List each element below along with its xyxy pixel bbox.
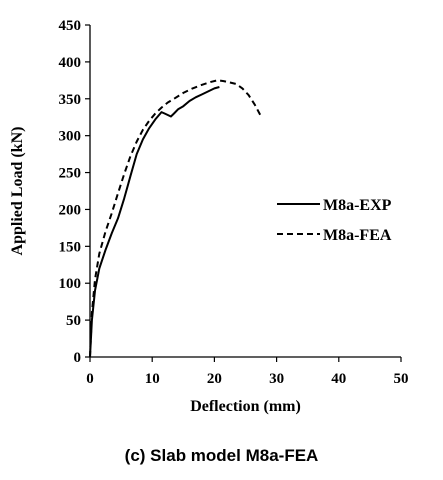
y-tick-label: 450: [59, 18, 82, 34]
y-tick-label: 300: [59, 129, 82, 145]
y-axis-label: Applied Load (kN): [9, 127, 26, 256]
x-ticks: 0 10 20 30 40 50: [86, 357, 409, 387]
x-tick-label: 0: [86, 371, 94, 387]
y-tick-label: 200: [59, 202, 82, 218]
y-tick-label: 350: [59, 92, 82, 108]
y-tick-label: 250: [59, 166, 82, 182]
legend: M8a-EXP M8a-FEA: [277, 197, 392, 244]
x-tick-label: 20: [207, 371, 222, 387]
y-ticks: 0 50 100 150 200 250 300 350 400 450: [59, 18, 90, 366]
legend-label-m8a-exp: M8a-EXP: [323, 197, 392, 214]
x-tick-label: 40: [331, 371, 346, 387]
y-tick-label: 150: [59, 239, 82, 255]
series-line-m8a-exp: [89, 86, 220, 358]
x-axis-label: Deflection (mm): [190, 398, 301, 415]
y-tick-label: 100: [59, 276, 82, 292]
y-tick-label: 400: [59, 55, 82, 71]
x-tick-label: 50: [394, 371, 409, 387]
axes: [89, 25, 401, 358]
figure-caption: (c) Slab model M8a-FEA: [124, 446, 319, 465]
series-group: [89, 79, 262, 358]
x-tick-label: 10: [145, 371, 160, 387]
y-tick-label: 50: [66, 313, 81, 329]
x-tick-label: 30: [269, 371, 284, 387]
y-tick-label: 0: [74, 350, 82, 366]
legend-label-m8a-fea: M8a-FEA: [323, 227, 392, 244]
series-line-m8a-fea: [89, 79, 262, 358]
